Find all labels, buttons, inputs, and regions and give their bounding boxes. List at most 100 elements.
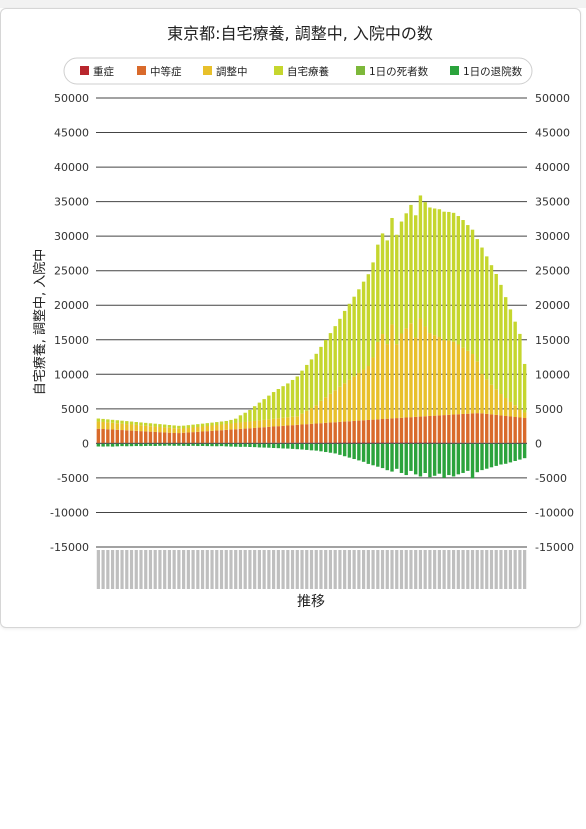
bar-segment: [144, 443, 148, 446]
bar-segment: [243, 421, 247, 429]
bar-segment: [148, 431, 153, 444]
bar-segment: [281, 417, 285, 426]
bar-segment: [324, 422, 328, 443]
bar-segment: [267, 395, 271, 420]
x-tick-label: [158, 550, 162, 589]
x-tick-label: [499, 550, 503, 589]
bar-segment: [172, 432, 176, 444]
bar-segment: [489, 414, 494, 443]
x-tick-label: [314, 550, 318, 589]
bar-segment: [210, 430, 214, 444]
bar-segment: [205, 431, 210, 444]
bar-segment: [305, 443, 309, 450]
y-tick-label-right: 10000: [535, 368, 570, 381]
bar-segment: [494, 273, 498, 390]
bar-segment: [238, 428, 243, 444]
bar-segment: [215, 443, 219, 447]
x-tick-label: [295, 550, 299, 589]
bar-segment: [177, 443, 181, 446]
legend: 重症 中等症 調整中 自宅療養 1日の死者数 1日の退院数: [63, 57, 533, 85]
bar-segment: [413, 443, 418, 475]
bar-segment: [262, 399, 266, 420]
bar-segment: [234, 418, 238, 423]
bar-segment: [342, 383, 347, 422]
bar-segment: [447, 443, 451, 476]
bar-segment: [248, 421, 252, 429]
bars: [96, 195, 527, 479]
bar-segment: [238, 422, 243, 429]
x-tick-label: [513, 550, 517, 589]
bar-segment: [252, 443, 257, 448]
bar-segment: [352, 296, 356, 377]
bar-segment: [328, 443, 333, 453]
bar-segment: [129, 421, 134, 425]
bar-segment: [342, 310, 347, 384]
x-axis-label: 推移: [297, 594, 325, 610]
y-tick-label-left: -10000: [50, 506, 89, 519]
x-tick-label: [210, 550, 214, 589]
bar-segment: [428, 207, 432, 334]
bar-segment: [395, 418, 399, 443]
bar-segment: [494, 389, 498, 415]
y-tick-label-right: 35000: [535, 196, 570, 209]
x-tick-label: [470, 550, 475, 589]
bar-segment: [508, 401, 513, 417]
bar-segment: [508, 416, 513, 444]
bar-segment: [395, 344, 399, 419]
x-tick-label: [139, 550, 143, 589]
bar-segment: [200, 426, 205, 432]
bar-segment: [215, 425, 219, 431]
bar-segment: [418, 195, 423, 319]
bar-segment: [409, 204, 413, 324]
x-tick-label: [518, 550, 522, 589]
bar-segment: [257, 427, 262, 443]
x-tick-label: [418, 550, 423, 589]
bar-segment: [148, 423, 153, 427]
bar-segment: [125, 443, 129, 447]
x-tick-label: [485, 550, 489, 589]
bar-segment: [101, 428, 105, 444]
x-tick-label: [333, 550, 337, 589]
x-tick-label: [324, 550, 328, 589]
bar-segment: [115, 429, 120, 444]
bar-segment: [371, 262, 375, 358]
bar-segment: [286, 417, 290, 426]
bar-segment: [139, 431, 143, 444]
x-tick-label: [167, 550, 172, 589]
bar-segment: [134, 422, 138, 425]
bar-segment: [338, 318, 342, 387]
bar-segment: [290, 443, 295, 449]
bar-segment: [347, 379, 352, 422]
bar-segment: [110, 419, 115, 423]
bar-segment: [262, 419, 266, 428]
bar-segment: [162, 424, 167, 428]
bar-segment: [413, 215, 418, 338]
bar-segment: [252, 427, 257, 443]
bar-segment: [153, 443, 157, 446]
x-tick-label: [163, 550, 167, 589]
bar-segment: [380, 419, 385, 443]
bar-segment: [466, 225, 470, 351]
x-tick-label: [371, 550, 375, 589]
x-tick-label: [494, 550, 498, 589]
bar-segment: [96, 428, 101, 444]
bar-segment: [224, 429, 228, 444]
bar-segment: [219, 421, 224, 425]
bar-segment: [399, 333, 404, 418]
bar-segment: [347, 443, 352, 458]
bar-segment: [357, 443, 361, 461]
bar-segment: [371, 419, 375, 443]
bar-segment: [333, 390, 337, 423]
x-tick-label: [338, 550, 342, 589]
bar-segment: [295, 416, 299, 425]
bar-segment: [196, 424, 200, 427]
bar-segment: [224, 423, 228, 430]
x-tick-label: [376, 550, 380, 589]
bar-segment: [134, 424, 138, 431]
bar-segment: [342, 421, 347, 443]
bar-segment: [110, 443, 115, 447]
bar-segment: [361, 369, 366, 421]
bar-segment: [466, 350, 470, 414]
bar-segment: [120, 423, 124, 431]
bar-segment: [252, 420, 257, 428]
